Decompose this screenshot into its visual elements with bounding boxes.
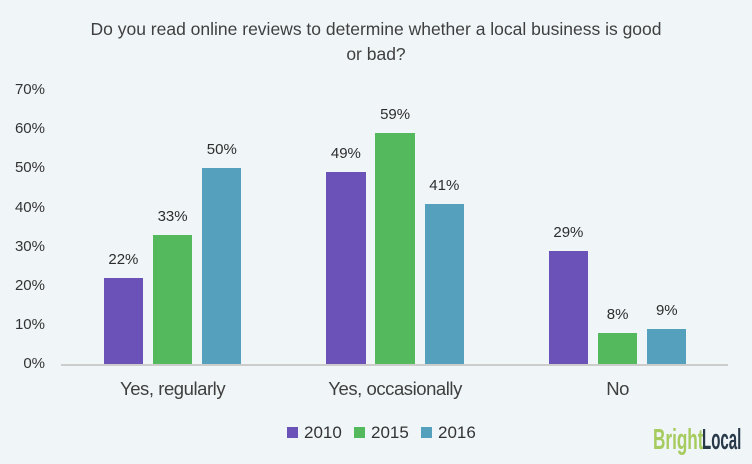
svg-text:Bright: Bright bbox=[653, 424, 704, 456]
svg-text:Local: Local bbox=[702, 424, 741, 456]
